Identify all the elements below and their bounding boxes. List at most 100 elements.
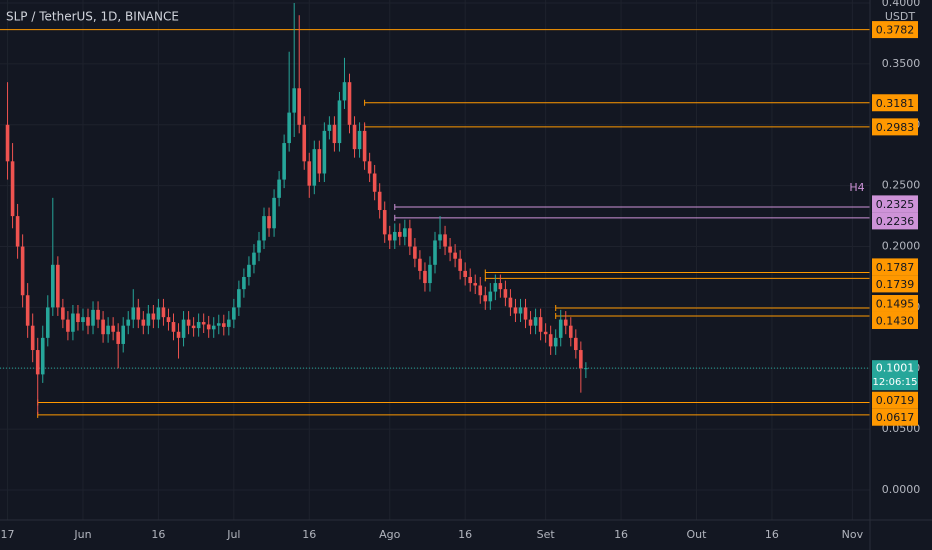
candle-body	[458, 258, 462, 271]
grid	[0, 0, 870, 520]
candle-body	[10, 161, 15, 217]
x-tick-label: 17	[1, 528, 15, 541]
candle-body	[156, 307, 161, 320]
candle-body	[181, 319, 186, 338]
candle-body	[15, 216, 20, 247]
candle-body	[498, 283, 503, 290]
level-label: 0.3782	[876, 24, 915, 37]
candle-body	[242, 276, 246, 290]
candle-body	[211, 325, 216, 330]
candle-body	[282, 143, 286, 180]
candle-body	[297, 88, 302, 125]
candle-body	[237, 289, 241, 308]
candle-body	[166, 317, 171, 323]
x-tick-label: 16	[458, 528, 472, 541]
candle-body	[443, 234, 447, 247]
candle-body	[433, 240, 437, 265]
candle-body	[262, 216, 266, 241]
candle-body	[96, 309, 100, 320]
candle-body	[327, 124, 332, 131]
candle-body	[191, 325, 196, 329]
candle-body	[357, 130, 362, 150]
candle-body	[206, 324, 211, 330]
candle-body	[584, 368, 588, 370]
last-price-label: 0.1001	[876, 362, 915, 375]
level-label-bg	[872, 408, 918, 426]
candle-body	[483, 295, 488, 302]
candle-body	[392, 231, 397, 241]
candle-body	[302, 124, 307, 162]
candle-body	[503, 289, 508, 298]
candle-body	[201, 322, 206, 325]
candle-body	[121, 325, 126, 344]
candle-body	[508, 297, 513, 308]
level-label-bg	[872, 118, 918, 136]
candle-body	[267, 216, 271, 229]
candle-body	[252, 252, 256, 265]
candle-body	[76, 313, 80, 323]
level-label: 0.0617	[876, 411, 915, 424]
candle-body	[71, 313, 75, 332]
level-label: 0.0719	[876, 394, 915, 407]
candle-body	[342, 82, 347, 101]
candle-body	[478, 285, 483, 296]
level-label-bg	[872, 195, 918, 213]
candle-body	[579, 350, 583, 369]
level-label: 0.1739	[876, 278, 915, 291]
candle-body	[518, 307, 523, 314]
candles	[5, 3, 588, 415]
x-tick-label: 16	[151, 528, 165, 541]
level-label-bg	[872, 21, 918, 39]
candle-body	[30, 325, 35, 351]
candle-body	[558, 319, 563, 338]
candle-body	[493, 283, 498, 292]
candle-body	[367, 161, 372, 174]
candle-body	[272, 197, 276, 229]
y-tick-label: 0.4000	[882, 0, 921, 9]
candle-body	[528, 319, 533, 326]
countdown-label: 12:06:15	[873, 377, 918, 388]
candle-body	[131, 307, 136, 320]
candle-body	[448, 246, 452, 253]
level-label: 0.1495	[876, 297, 915, 310]
x-tick-label: Ago	[379, 528, 401, 541]
candle-body	[533, 317, 538, 326]
candle-body	[463, 270, 467, 277]
level-note: H4	[849, 181, 864, 194]
candle-body	[91, 309, 95, 326]
candle-body	[413, 246, 417, 259]
candle-body	[574, 337, 578, 351]
level-label: 0.2236	[876, 215, 915, 228]
candle-body	[51, 264, 55, 308]
candle-body	[161, 307, 166, 318]
candle-body	[428, 264, 432, 284]
candle-body	[86, 317, 90, 326]
x-tick-label: Nov	[842, 528, 864, 541]
candle-body	[216, 323, 221, 326]
candle-body	[232, 307, 236, 320]
candle-body	[347, 82, 352, 125]
candle-body	[151, 313, 156, 320]
currency-label: USDT	[885, 10, 916, 23]
level-label: 0.1787	[876, 261, 915, 274]
price-scale: 0.40000.35000.30000.25000.20000.15000.10…	[872, 0, 920, 496]
candle-body	[372, 173, 377, 192]
candle-body	[312, 149, 317, 186]
candle-body	[453, 252, 457, 259]
candle-body	[171, 322, 176, 332]
candle-body	[106, 325, 110, 335]
candle-body	[56, 264, 60, 308]
x-tick-label: Jul	[226, 528, 240, 541]
candle-body	[186, 319, 191, 326]
level-label: 0.3181	[876, 97, 915, 110]
candle-body	[418, 258, 422, 271]
y-tick-label: 0.0000	[882, 483, 921, 496]
x-tick-label: 16	[302, 528, 316, 541]
candle-body	[543, 331, 548, 335]
candle-body	[257, 240, 261, 253]
candle-body	[423, 270, 427, 284]
candle-body	[227, 319, 231, 327]
candle-body	[523, 307, 528, 320]
candle-body	[141, 319, 146, 326]
